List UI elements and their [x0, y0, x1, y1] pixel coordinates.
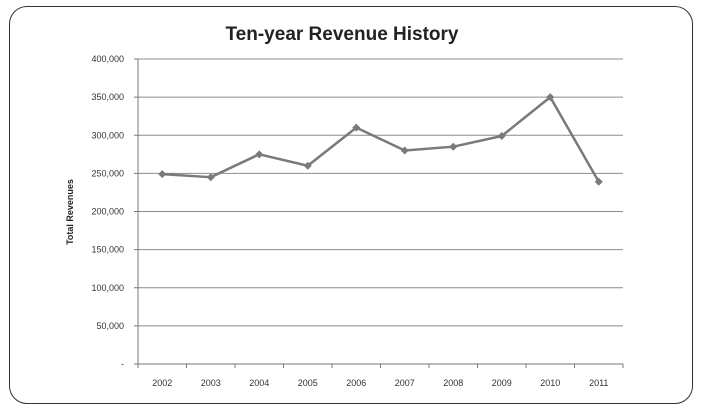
- y-tick-label: 250,000: [91, 168, 124, 178]
- x-tick-label: 2011: [589, 378, 608, 388]
- y-tick-label: 200,000: [91, 207, 124, 217]
- data-point-marker: [546, 93, 555, 102]
- y-tick-label: 50,000: [96, 321, 124, 331]
- axes: [134, 58, 624, 368]
- data-point-marker: [594, 177, 603, 186]
- x-tick-label: 2006: [346, 378, 366, 388]
- series-line: [162, 95, 600, 183]
- data-point-marker: [497, 132, 506, 141]
- x-tick-label: 2007: [395, 378, 415, 388]
- x-tick-label: 2004: [249, 378, 269, 388]
- y-tick-label: 300,000: [91, 130, 124, 140]
- y-tick-label: 150,000: [91, 245, 124, 255]
- data-point-marker: [255, 150, 264, 159]
- data-series: [158, 93, 603, 186]
- y-axis-label: Total Revenues: [65, 179, 75, 245]
- y-tick-label: 350,000: [91, 92, 124, 102]
- chart-frame: [9, 6, 693, 404]
- x-tick-label: 2002: [152, 378, 172, 388]
- x-tick-label: 2010: [540, 378, 560, 388]
- x-tick-labels: 2002 2003 2004 2005 2006 2007 2008 2009 2010 2011: [152, 378, 608, 388]
- chart-title: Ten-year Revenue History: [225, 24, 458, 45]
- x-tick-label: 2009: [492, 378, 512, 388]
- x-tick-label: 2008: [443, 378, 463, 388]
- y-tick-label: 100,000: [91, 283, 124, 293]
- data-point-marker: [303, 161, 312, 170]
- x-tick-label: 2003: [201, 378, 221, 388]
- y-tick-labels: - 50,000 100,000 150,000 200,000 250,000 300,0…: [91, 54, 124, 369]
- data-point-marker: [400, 146, 409, 155]
- y-tick-label: 400,000: [91, 54, 124, 64]
- data-point-marker: [206, 173, 215, 182]
- data-point-marker: [352, 123, 361, 132]
- data-point-marker: [158, 170, 167, 179]
- y-tick-label: -: [121, 359, 124, 369]
- data-point-marker: [449, 142, 458, 151]
- x-tick-label: 2005: [298, 378, 318, 388]
